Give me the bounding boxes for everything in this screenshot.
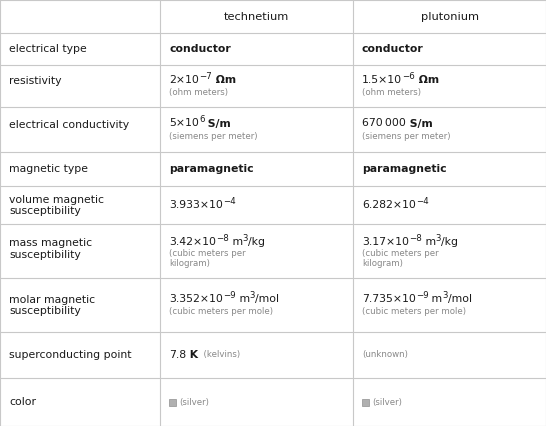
Text: electrical type: electrical type (9, 44, 87, 54)
Text: Ωm: Ωm (415, 75, 439, 85)
Text: m: m (235, 294, 250, 304)
Text: 3: 3 (436, 234, 441, 243)
Text: /mol: /mol (448, 294, 472, 304)
Text: (cubic meters per: (cubic meters per (362, 250, 438, 259)
Text: color: color (9, 397, 36, 407)
Text: 670 000: 670 000 (362, 118, 406, 129)
Text: m: m (422, 237, 436, 247)
Text: 3.42×10: 3.42×10 (169, 237, 216, 247)
Text: paramagnetic: paramagnetic (169, 164, 254, 174)
Text: 5×10: 5×10 (169, 118, 199, 129)
Text: superconducting point: superconducting point (9, 350, 132, 360)
Text: (siemens per meter): (siemens per meter) (362, 132, 450, 141)
Text: plutonium: plutonium (420, 12, 478, 21)
Text: 1.5×10: 1.5×10 (362, 75, 402, 85)
Text: S/m: S/m (204, 118, 231, 129)
Text: susceptibility: susceptibility (9, 306, 81, 316)
Text: electrical conductivity: electrical conductivity (9, 120, 129, 130)
Text: 6.282×10: 6.282×10 (362, 200, 416, 210)
Text: mass magnetic: mass magnetic (9, 238, 92, 248)
Text: paramagnetic: paramagnetic (362, 164, 447, 174)
Text: m: m (229, 237, 243, 247)
Text: 3.17×10: 3.17×10 (362, 237, 409, 247)
Text: (cubic meters per: (cubic meters per (169, 250, 246, 259)
Text: −7: −7 (199, 72, 212, 81)
Text: −8: −8 (216, 234, 229, 243)
Text: −4: −4 (223, 197, 236, 206)
Text: volume magnetic: volume magnetic (9, 195, 104, 205)
Text: technetium: technetium (224, 12, 289, 21)
Text: (cubic meters per mole): (cubic meters per mole) (169, 308, 273, 317)
Text: 7.8: 7.8 (169, 350, 186, 360)
Text: resistivity: resistivity (9, 76, 62, 86)
Text: /mol: /mol (255, 294, 279, 304)
Text: conductor: conductor (169, 44, 231, 54)
Text: (kelvins): (kelvins) (198, 351, 240, 360)
Text: 2×10: 2×10 (169, 75, 199, 85)
Text: −4: −4 (416, 197, 429, 206)
Text: 3.933×10: 3.933×10 (169, 200, 223, 210)
Text: m: m (429, 294, 443, 304)
Text: (cubic meters per mole): (cubic meters per mole) (362, 308, 466, 317)
Bar (362, 398, 369, 406)
Text: /kg: /kg (248, 237, 265, 247)
Text: susceptibility: susceptibility (9, 206, 81, 216)
Text: (ohm meters): (ohm meters) (169, 89, 228, 98)
Text: (siemens per meter): (siemens per meter) (169, 132, 258, 141)
Text: 7.735×10: 7.735×10 (362, 294, 416, 304)
Text: susceptibility: susceptibility (9, 250, 81, 260)
Text: −6: −6 (402, 72, 415, 81)
Text: 3: 3 (443, 291, 448, 300)
Text: /kg: /kg (441, 237, 459, 247)
Text: 3: 3 (250, 291, 255, 300)
Text: S/m: S/m (406, 118, 432, 129)
Text: magnetic type: magnetic type (9, 164, 88, 174)
Text: Ωm: Ωm (212, 75, 236, 85)
Text: kilogram): kilogram) (169, 259, 210, 268)
Text: −8: −8 (409, 234, 422, 243)
Text: (unknown): (unknown) (362, 351, 408, 360)
Bar (169, 398, 176, 406)
Text: (silver): (silver) (179, 397, 209, 406)
Text: 3: 3 (243, 234, 248, 243)
Text: −9: −9 (223, 291, 235, 300)
Text: (ohm meters): (ohm meters) (362, 89, 421, 98)
Text: (silver): (silver) (372, 397, 402, 406)
Text: 6: 6 (199, 115, 204, 124)
Text: conductor: conductor (362, 44, 424, 54)
Text: 3.352×10: 3.352×10 (169, 294, 223, 304)
Text: kilogram): kilogram) (362, 259, 403, 268)
Text: −9: −9 (416, 291, 429, 300)
Text: molar magnetic: molar magnetic (9, 295, 95, 305)
Text: K: K (186, 350, 198, 360)
